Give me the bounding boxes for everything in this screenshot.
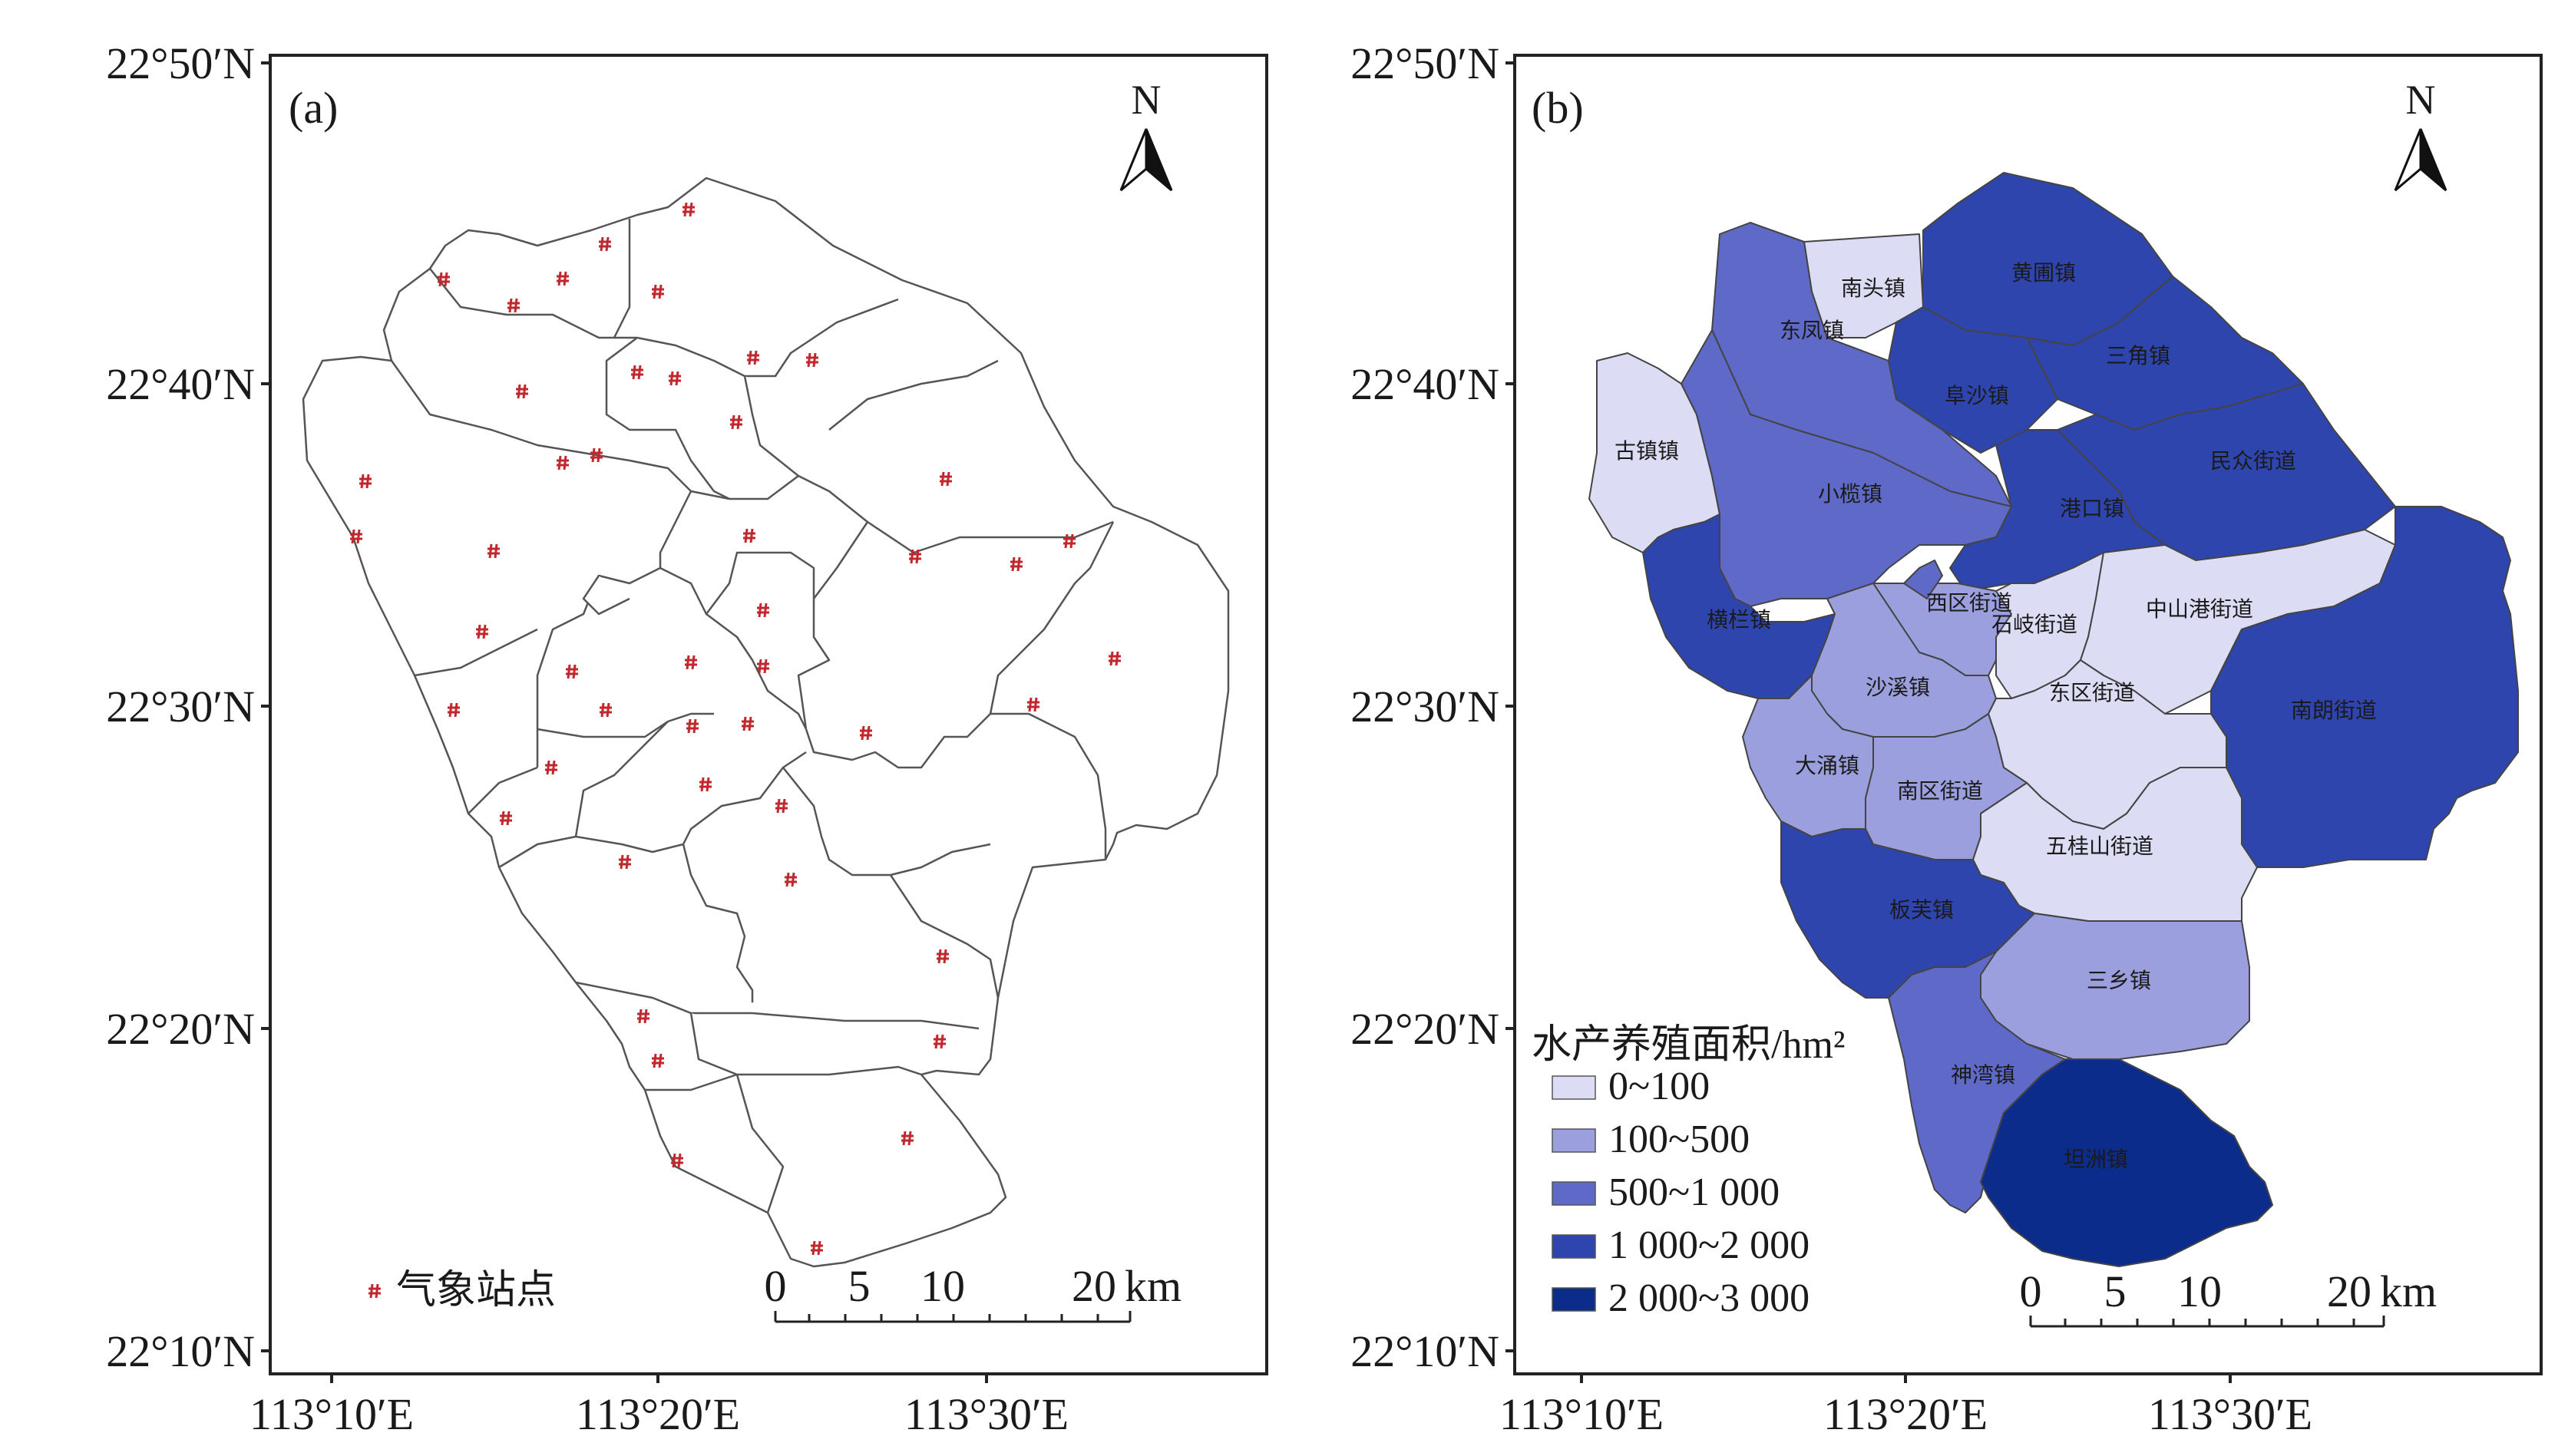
town-label: 港口镇 [2060,496,2124,521]
panel-a: 22°50′N 22°40′N 22°30′N 22°20′N 22°10′N … [106,38,1268,1439]
panel-b-x-tick: 113°30′E [2148,1389,2312,1439]
panel-a-x-tick: 113°20′E [576,1389,740,1439]
panel-a-y-tick: 22°40′N [106,359,255,409]
svg-text:N: N [2406,77,2436,123]
panel-b-y-tick: 22°20′N [1350,1004,1499,1054]
legend-swatch [1552,1287,1596,1312]
panel-a-tag: (a) [289,83,338,133]
town-label: 神湾镇 [1951,1062,2015,1088]
town-labels: 南头镇 黄圃镇 东凤镇 三角镇 阜沙镇 古镇镇 民众街道 小榄镇 港口镇 横栏镇… [1615,260,2377,1172]
panel-b-y-tick: 22°50′N [1350,38,1499,88]
panel-a-boundaries [302,177,1230,1268]
region-nanlang [2210,506,2519,868]
legend-item-label: 0~100 [1608,1065,1710,1108]
town-label: 沙溪镇 [1866,675,1930,700]
panel-b-scale-bar: 0 5 10 20 km [2020,1266,2437,1328]
legend-swatch [1552,1075,1596,1100]
svg-text:km: km [1125,1261,1182,1311]
region-henglan [1642,513,1836,699]
town-label: 三乡镇 [2087,968,2151,993]
town-label: 大涌镇 [1795,753,1859,778]
panel-a-y-tick: 22°20′N [106,1004,255,1054]
svg-text:10: 10 [920,1261,965,1311]
svg-text:20: 20 [2327,1266,2371,1316]
panel-a-frame [269,54,1268,1375]
region-tanzhou [1980,1058,2273,1267]
town-label: 横栏镇 [1707,607,1771,632]
panel-a-y-tick: 22°30′N [106,682,255,731]
panel-a-y-tick: 22°50′N [106,38,255,88]
town-label: 坦洲镇 [2064,1147,2128,1172]
north-arrow-icon: N [2394,77,2447,192]
legend-item-label: 100~500 [1608,1118,1750,1161]
legend-item-label: 2 000~3 000 [1608,1276,1809,1320]
town-label: 小榄镇 [1818,481,1882,507]
town-label: 五桂山街道 [2046,834,2153,859]
svg-text:0: 0 [2020,1266,2042,1316]
town-label: 古镇镇 [1615,438,1679,464]
panel-b-legend: 水产养殖面积/hm² 0~100 100~500 500~1 000 1 000… [1532,1023,1846,1320]
town-label: 黄圃镇 [2011,260,2076,286]
legend-item-label: 1 000~2 000 [1608,1223,1809,1267]
panel-a-legend-label: 气象站点 [396,1269,556,1312]
panel-b-frame [1513,54,2543,1375]
town-label: 西区街道 [1926,590,2012,616]
svg-text:0: 0 [765,1261,787,1311]
panel-b-x-tick: 113°10′E [1499,1389,1664,1439]
north-arrow-icon: N [1119,77,1173,192]
legend-title: 水产养殖面积/hm² [1532,1023,1846,1067]
town-label: 中山港街道 [2146,596,2253,622]
station-legend-icon [367,1283,382,1299]
panel-a-scale-bar: 0 5 10 20 km [765,1261,1182,1323]
legend-item-label: 500~1 000 [1608,1170,1780,1214]
svg-text:5: 5 [2104,1266,2127,1316]
svg-text:N: N [1132,77,1162,123]
panel-b-x-tick: 113°20′E [1823,1389,1988,1439]
panel-b-y-tick: 22°40′N [1350,359,1499,409]
svg-text:5: 5 [848,1261,871,1311]
panel-b-y-tick: 22°10′N [1350,1326,1499,1376]
panel-b: 22°50′N 22°40′N 22°30′N 22°20′N 22°10′N … [1350,38,2543,1439]
panel-a-x-tick: 113°30′E [904,1389,1069,1439]
town-label: 阜沙镇 [1945,383,2009,408]
town-label: 石岐街道 [1991,612,2077,637]
svg-text:20: 20 [1072,1261,1116,1311]
town-label: 东凤镇 [1780,318,1844,343]
panel-b-tag: (b) [1532,83,1584,133]
town-label: 板芙镇 [1889,897,1954,923]
town-label: 民众街道 [2210,448,2296,474]
svg-text:10: 10 [2177,1266,2222,1316]
legend-swatch [1552,1234,1596,1259]
legend-swatch [1552,1181,1596,1206]
panel-a-y-tick: 22°10′N [106,1326,255,1376]
choropleth [1588,172,2519,1267]
town-label: 南头镇 [1841,276,1905,301]
panel-b-y-tick: 22°30′N [1350,682,1499,731]
town-label: 南区街道 [1897,778,1983,804]
town-label: 三角镇 [2106,343,2170,368]
legend-swatch [1552,1128,1596,1153]
panel-a-x-tick: 113°10′E [250,1389,414,1439]
svg-text:km: km [2380,1266,2437,1316]
town-label: 南朗街道 [2291,698,2377,723]
town-label: 东区街道 [2049,680,2135,705]
